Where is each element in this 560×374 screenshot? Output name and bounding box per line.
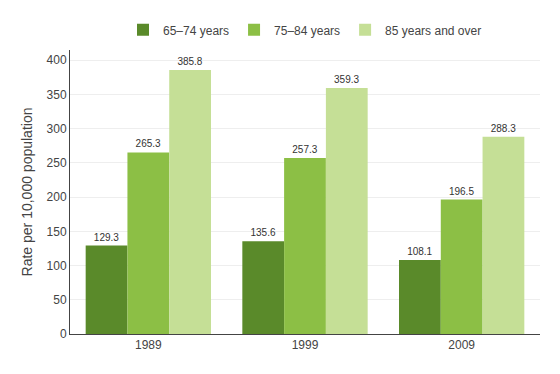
svg-text:Rate per 10,000 population: Rate per 10,000 population — [19, 108, 35, 277]
svg-text:288.3: 288.3 — [491, 123, 516, 134]
svg-text:1989: 1989 — [135, 338, 162, 352]
svg-text:75–84 years: 75–84 years — [274, 24, 340, 38]
svg-text:85 years and over: 85 years and over — [385, 24, 481, 38]
svg-text:359.3: 359.3 — [334, 74, 359, 85]
svg-text:200: 200 — [47, 190, 67, 204]
svg-text:265.3: 265.3 — [136, 138, 161, 149]
svg-text:385.8: 385.8 — [177, 56, 202, 67]
svg-text:0: 0 — [60, 327, 67, 341]
svg-text:108.1: 108.1 — [407, 246, 432, 257]
svg-text:196.5: 196.5 — [449, 186, 474, 197]
svg-text:129.3: 129.3 — [94, 232, 119, 243]
svg-text:400: 400 — [47, 53, 67, 67]
svg-text:250: 250 — [47, 156, 67, 170]
svg-text:2009: 2009 — [448, 338, 475, 352]
svg-text:150: 150 — [47, 225, 67, 239]
svg-text:257.3: 257.3 — [292, 144, 317, 155]
svg-text:135.6: 135.6 — [250, 227, 275, 238]
svg-text:65–74 years: 65–74 years — [163, 24, 229, 38]
svg-text:50: 50 — [53, 293, 67, 307]
svg-text:100: 100 — [47, 259, 67, 273]
svg-text:350: 350 — [47, 88, 67, 102]
svg-text:300: 300 — [47, 122, 67, 136]
svg-text:1999: 1999 — [292, 338, 319, 352]
